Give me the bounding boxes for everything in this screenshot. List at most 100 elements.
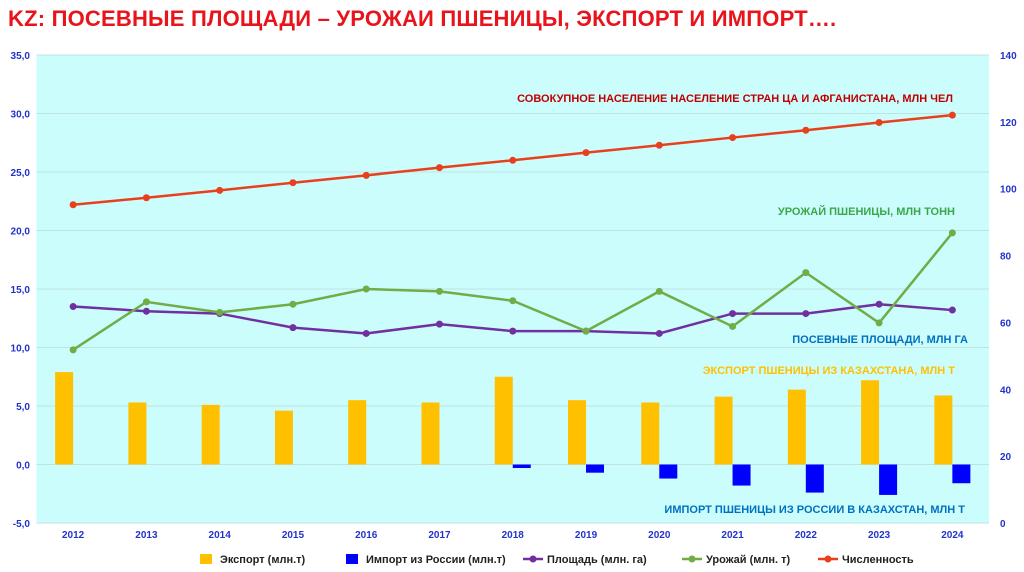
- area-point: [435, 320, 443, 328]
- export-bar: [787, 389, 806, 465]
- export-bar: [274, 410, 293, 465]
- export-bar: [421, 402, 440, 465]
- y-right-tick-label: 60: [1000, 318, 1012, 329]
- yield-point: [948, 229, 956, 237]
- x-tick-label: 2013: [135, 530, 158, 541]
- y-left-tick-label: 0,0: [16, 461, 30, 472]
- x-tick-label: 2018: [502, 530, 525, 541]
- population-point: [948, 111, 956, 119]
- x-tick-label: 2014: [209, 530, 232, 541]
- legend-marker: [529, 555, 537, 563]
- y-left-tick-label: 35,0: [11, 51, 31, 62]
- import-bar: [952, 464, 971, 484]
- population-point: [362, 171, 370, 179]
- legend-label: Площадь (млн. га): [547, 554, 647, 566]
- area-point: [875, 300, 883, 308]
- yield-point: [729, 322, 737, 330]
- legend-swatch: [200, 554, 212, 564]
- y-left-tick-label: 10,0: [11, 344, 31, 355]
- x-tick-label: 2012: [62, 530, 85, 541]
- export-bar: [201, 404, 220, 465]
- import-bar: [879, 464, 898, 495]
- yield-point: [509, 297, 517, 305]
- y-left-tick-label: 15,0: [11, 285, 31, 296]
- y-right-tick-label: 40: [1000, 385, 1012, 396]
- import-annotation: ИМПОРТ ПШЕНИЦЫ ИЗ РОССИИ В КАЗАХСТАН, МЛ…: [664, 504, 965, 516]
- yield-point: [362, 285, 370, 293]
- yield-point: [582, 327, 590, 335]
- export-bar: [714, 396, 733, 465]
- export-annotation: ЭКСПОРТ ПШЕНИЦЫ ИЗ КАЗАХСТАНА, МЛН Т: [703, 365, 956, 377]
- chart-title: KZ: ПОСЕВНЫЕ ПЛОЩАДИ – УРОЖАИ ПШЕНИЦЫ, Э…: [8, 6, 837, 31]
- import-bar: [512, 464, 531, 469]
- x-tick-label: 2023: [868, 530, 891, 541]
- y-right-tick-label: 140: [1000, 51, 1017, 62]
- area-point: [289, 324, 297, 332]
- export-bar: [934, 395, 953, 465]
- legend-label: Импорт из России (млн.т): [366, 554, 506, 566]
- x-tick-label: 2020: [648, 530, 671, 541]
- population-annotation: СОВОКУПНОЕ НАСЕЛЕНИЕ НАСЕЛЕНИЕ СТРАН ЦА …: [517, 93, 953, 105]
- y-left-tick-label: 25,0: [11, 168, 31, 179]
- import-bar: [732, 464, 751, 486]
- legend-label: Урожай (млн. т): [706, 554, 791, 566]
- area-point: [655, 329, 663, 337]
- export-bar: [348, 400, 367, 465]
- y-left-tick-label: 5,0: [16, 402, 30, 413]
- area-annotation: ПОСЕВНЫЕ ПЛОЩАДИ, МЛН ГА: [792, 334, 968, 346]
- y-right-tick-label: 0: [1000, 519, 1006, 530]
- yield-point: [875, 319, 883, 327]
- population-point: [802, 126, 810, 134]
- y-right-tick-label: 80: [1000, 252, 1012, 263]
- export-bar: [55, 372, 74, 465]
- area-point: [948, 306, 956, 314]
- yield-point: [216, 308, 224, 316]
- legend-marker: [688, 555, 696, 563]
- import-bar: [659, 464, 678, 479]
- legend-marker: [824, 555, 832, 563]
- population-point: [435, 164, 443, 172]
- yield-point: [435, 287, 443, 295]
- population-point: [216, 186, 224, 194]
- yield-annotation: УРОЖАЙ ПШЕНИЦЫ, МЛН ТОНН: [778, 205, 955, 218]
- y-right-tick-label: 100: [1000, 185, 1017, 196]
- yield-point: [142, 298, 150, 306]
- import-bar: [586, 464, 605, 473]
- y-left-tick-label: -5,0: [13, 519, 31, 530]
- legend-label: Численность: [842, 554, 914, 566]
- area-point: [69, 303, 77, 311]
- legend-swatch: [346, 554, 358, 564]
- x-tick-label: 2017: [428, 530, 451, 541]
- area-point: [509, 327, 517, 335]
- area-point: [802, 310, 810, 318]
- area-point: [729, 310, 737, 318]
- population-point: [142, 194, 150, 202]
- population-point: [69, 201, 77, 209]
- export-bar: [568, 400, 587, 465]
- area-point: [142, 307, 150, 315]
- x-tick-label: 2015: [282, 530, 305, 541]
- population-point: [875, 119, 883, 127]
- export-bar: [861, 380, 880, 465]
- x-tick-label: 2021: [721, 530, 744, 541]
- yield-point: [655, 287, 663, 295]
- yield-point: [69, 346, 77, 354]
- x-tick-label: 2016: [355, 530, 378, 541]
- yield-point: [802, 269, 810, 277]
- population-point: [655, 141, 663, 149]
- population-point: [289, 179, 297, 187]
- x-tick-label: 2022: [795, 530, 818, 541]
- area-point: [362, 329, 370, 337]
- yield-point: [289, 300, 297, 308]
- y-right-tick-label: 120: [1000, 118, 1017, 129]
- legend-label: Экспорт (млн.т): [220, 554, 306, 566]
- x-tick-label: 2019: [575, 530, 598, 541]
- y-left-tick-label: 20,0: [11, 227, 31, 238]
- population-point: [582, 149, 590, 157]
- export-bar: [494, 376, 513, 465]
- export-bar: [128, 402, 147, 465]
- x-tick-label: 2024: [941, 530, 964, 541]
- y-left-tick-label: 30,0: [11, 110, 31, 121]
- population-point: [729, 134, 737, 142]
